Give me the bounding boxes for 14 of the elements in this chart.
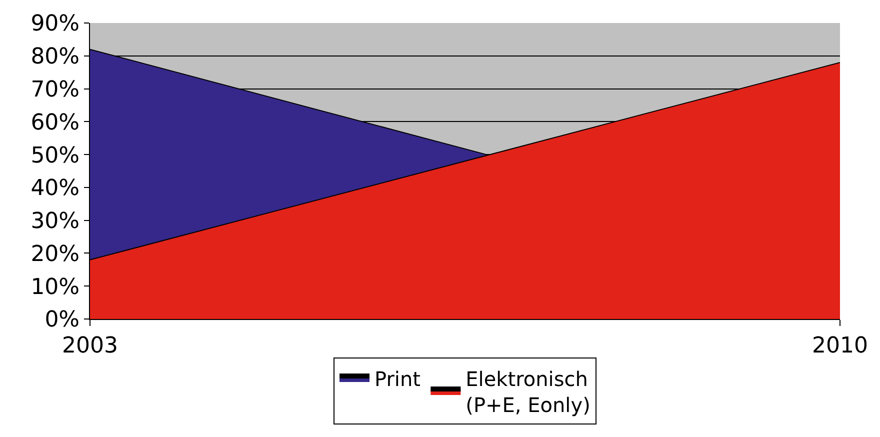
y-tick-label: 40% bbox=[30, 176, 80, 202]
legend-label: Print bbox=[374, 366, 421, 391]
y-tick-label: 10% bbox=[30, 274, 80, 300]
y-tick-label: 50% bbox=[30, 143, 80, 168]
y-tick-label: 30% bbox=[30, 209, 80, 234]
x-tick-label: 2010 bbox=[812, 333, 868, 358]
y-tick-label: 60% bbox=[30, 110, 80, 136]
x-tick-label: 2003 bbox=[62, 333, 118, 358]
y-tick-label: 20% bbox=[30, 242, 80, 267]
legend-label: Elektronisch (P+E, Eonly) bbox=[466, 366, 590, 417]
y-tick-label: 0% bbox=[44, 308, 80, 333]
y-tick-label: 70% bbox=[30, 77, 80, 102]
y-tick-label: 80% bbox=[30, 44, 80, 70]
y-tick-label: 90% bbox=[30, 12, 80, 37]
